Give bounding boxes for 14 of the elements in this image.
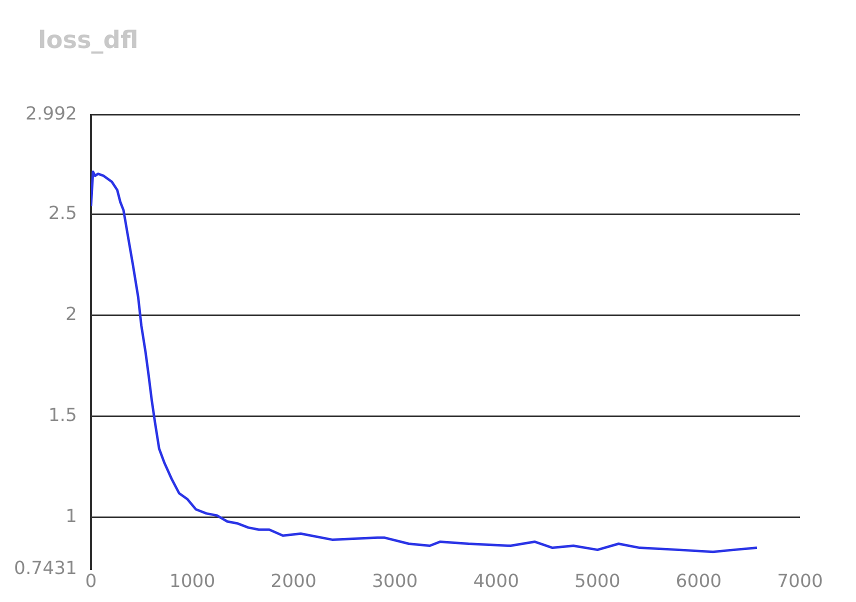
y-tick-label: 0.7431 bbox=[14, 558, 77, 580]
y-tick-label: 2 bbox=[66, 304, 77, 325]
x-tick-label: 5000 bbox=[574, 570, 620, 592]
x-tick-label: 3000 bbox=[372, 570, 418, 592]
x-tick-label: 1000 bbox=[169, 570, 216, 592]
x-tick-label: 2000 bbox=[270, 570, 316, 592]
x-tick-label: 4000 bbox=[473, 570, 520, 592]
x-tick-label: 6000 bbox=[676, 570, 722, 592]
y-tick-label: 1.5 bbox=[48, 405, 77, 426]
x-tick-label: 7000 bbox=[777, 570, 823, 592]
y-tick-label: 2.992 bbox=[25, 103, 77, 124]
y-tick-label: 2.5 bbox=[48, 202, 77, 224]
x-tick-label: 0 bbox=[85, 570, 97, 592]
y-tick-label: 1 bbox=[66, 506, 77, 528]
